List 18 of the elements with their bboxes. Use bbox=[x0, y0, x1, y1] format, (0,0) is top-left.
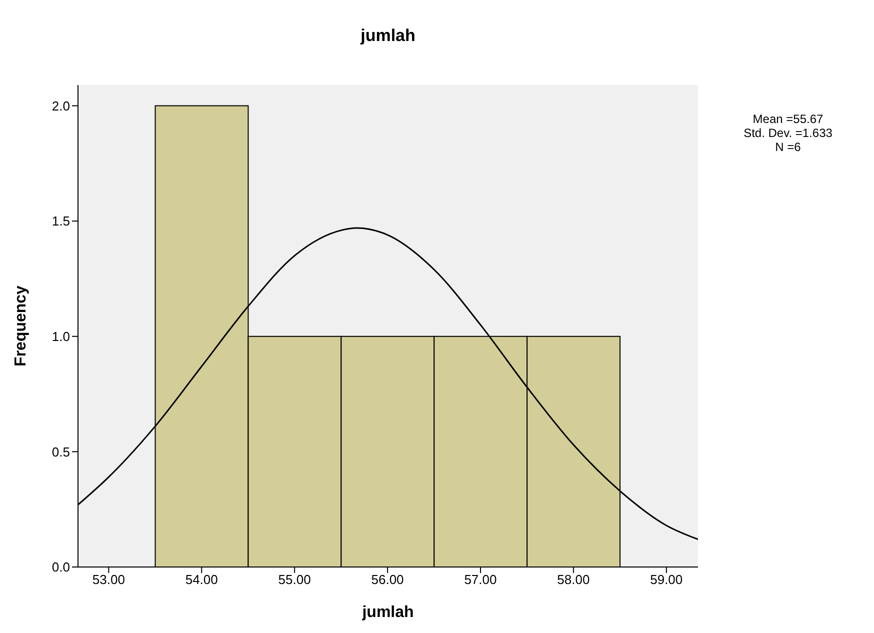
y-tick-label: 2.0 bbox=[52, 98, 70, 114]
x-tick-label: 59.00 bbox=[650, 572, 683, 588]
x-tick-label: 57.00 bbox=[464, 572, 497, 588]
y-tick-label: 0.5 bbox=[52, 444, 70, 460]
x-tick-label: 55.00 bbox=[278, 572, 311, 588]
chart-title: jumlah bbox=[359, 26, 416, 46]
y-tick-label: 1.0 bbox=[52, 328, 70, 344]
x-tick-label: 58.00 bbox=[557, 572, 590, 588]
text: Std. Dev. =1.633 bbox=[742, 126, 834, 140]
y-tick-label: 1.5 bbox=[52, 214, 70, 229]
x-tick-label: 54.00 bbox=[185, 572, 218, 588]
x-tick-label: 56.00 bbox=[371, 572, 404, 588]
text: N =6 bbox=[774, 140, 802, 154]
text: Mean =55.67 bbox=[752, 112, 824, 126]
y-axis-title: Frequency bbox=[12, 285, 30, 366]
x-tick-label: 53.00 bbox=[92, 572, 125, 588]
y-tick-label: 0.0 bbox=[52, 560, 70, 575]
x-axis-title: jumlah bbox=[361, 604, 414, 621]
